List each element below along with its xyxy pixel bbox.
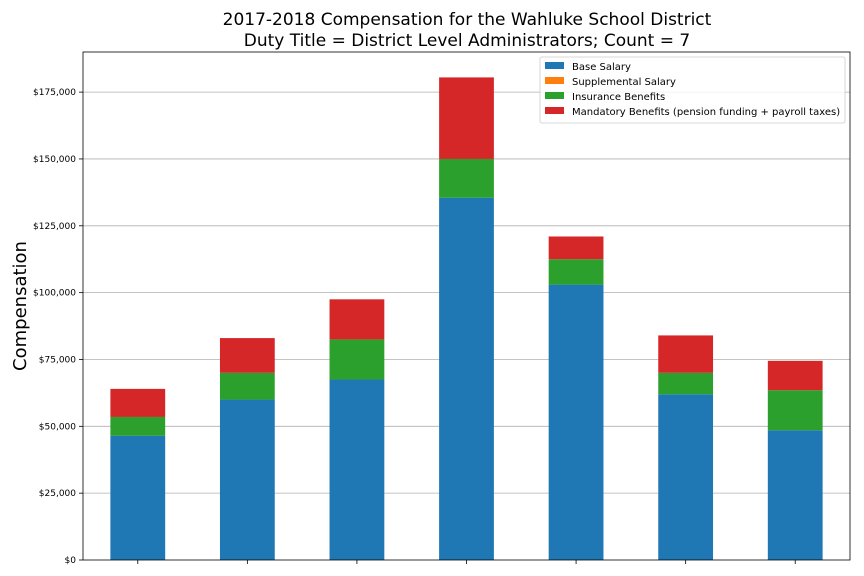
bar-segment-insurance-1 bbox=[110, 416, 166, 436]
y-tick-label: $75,000 bbox=[39, 355, 76, 365]
bar-segment-base-4 bbox=[439, 197, 494, 560]
bar-segment-base-5 bbox=[548, 284, 604, 560]
legend-swatch bbox=[545, 77, 564, 84]
chart-subtitle: Duty Title = District Level Administrato… bbox=[244, 31, 690, 51]
y-tick-label: $0 bbox=[65, 556, 77, 566]
legend-label: Insurance Benefits bbox=[572, 92, 665, 103]
bars bbox=[110, 77, 823, 560]
bar-segment-insurance-6 bbox=[658, 372, 714, 395]
legend: Base Salary Supplemental Salary Insurance … bbox=[539, 56, 846, 124]
bar-segment-base-6 bbox=[658, 394, 714, 560]
chart-title: 2017-2018 Compensation for the Wahluke S… bbox=[223, 10, 712, 30]
bar-segment-mandatory-2 bbox=[219, 338, 275, 373]
legend-swatch bbox=[545, 107, 564, 114]
y-tick-label: $175,000 bbox=[33, 88, 76, 98]
bar-segment-insurance-7 bbox=[767, 390, 823, 431]
y-tick-label: $25,000 bbox=[39, 489, 76, 499]
legend-box bbox=[539, 56, 846, 124]
legend-swatch bbox=[545, 92, 564, 99]
bar-segment-mandatory-7 bbox=[767, 360, 823, 391]
bar-segment-base-2 bbox=[219, 399, 275, 560]
y-tick-label: $125,000 bbox=[33, 222, 76, 232]
bar-segment-insurance-3 bbox=[329, 339, 385, 380]
axes: $0 $25,000 $50,000 $75,000 $100,000 $125,000 $… bbox=[33, 51, 851, 566]
bar-segment-insurance-5 bbox=[548, 259, 604, 285]
bar-segment-insurance-4 bbox=[439, 158, 494, 198]
y-tick-label: $100,000 bbox=[33, 289, 76, 299]
bar-segment-insurance-2 bbox=[219, 372, 275, 400]
y-tick-label: $50,000 bbox=[39, 422, 76, 432]
bar-segment-base-1 bbox=[110, 435, 166, 560]
bar-segment-base-7 bbox=[767, 430, 823, 560]
y-tick-label: $150,000 bbox=[33, 155, 76, 165]
legend-label: Base Salary bbox=[572, 62, 631, 73]
legend-label: Supplemental Salary bbox=[572, 77, 676, 88]
legend-label: Mandatory Benefits (pension funding + pa… bbox=[572, 107, 840, 118]
bar-segment-mandatory-6 bbox=[658, 335, 714, 373]
bar-segment-mandatory-4 bbox=[439, 77, 494, 159]
bar-segment-mandatory-3 bbox=[329, 299, 385, 340]
legend-swatch bbox=[545, 62, 564, 69]
bar-segment-mandatory-5 bbox=[548, 236, 604, 260]
bar-segment-base-3 bbox=[329, 379, 385, 560]
bar-segment-mandatory-1 bbox=[110, 388, 166, 417]
y-axis-label: Compensation bbox=[10, 241, 31, 371]
